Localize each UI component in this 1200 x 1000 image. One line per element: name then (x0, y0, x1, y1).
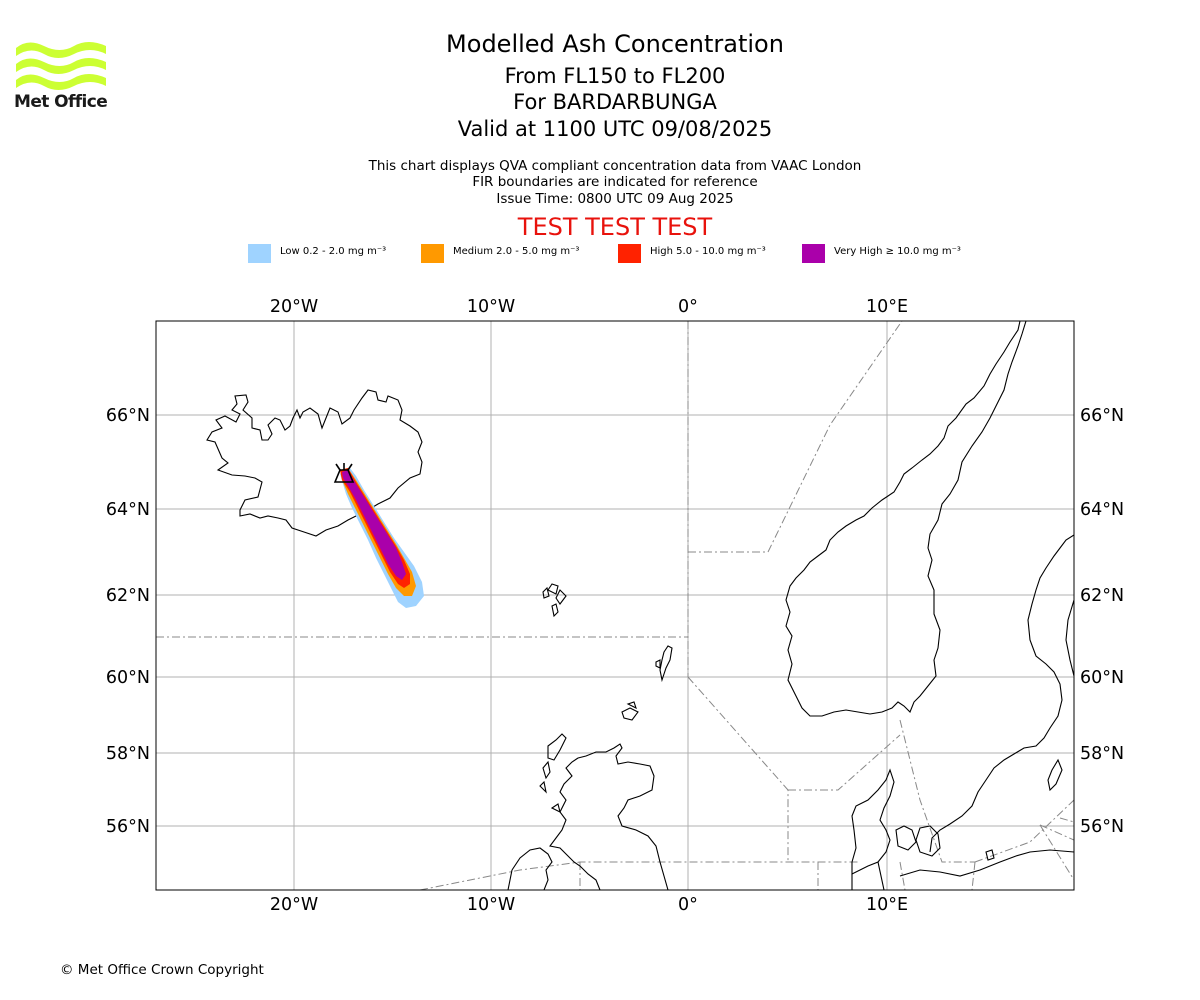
lat-label-left-66n: 66°N (106, 406, 150, 426)
lat-label-right-58n: 58°N (1080, 744, 1124, 764)
lon-label-bottom-10w: 10°W (467, 895, 515, 915)
denmark-coast (851, 768, 895, 875)
legend-swatch-low (248, 244, 271, 263)
lat-label-right-66n: 66°N (1080, 406, 1124, 426)
map-frame (155, 320, 1075, 891)
norway-coast (785, 321, 1027, 717)
logo-text: Met Office (14, 92, 108, 112)
flight-level-range: From FL150 to FL200 (504, 64, 726, 88)
lat-label-left-56n: 56°N (106, 817, 150, 837)
lon-label-bottom-10e: 10°E (866, 895, 908, 915)
coastlines (206, 321, 1074, 890)
lon-label-top-10e: 10°E (866, 297, 908, 317)
lon-label-bottom-20w: 20°W (270, 895, 318, 915)
legend-label-medium: Medium 2.0 - 5.0 mg m⁻³ (453, 246, 580, 257)
sweden-coast (929, 534, 1074, 853)
info-line-2: FIR boundaries are indicated for referen… (472, 174, 758, 190)
lat-label-right-62n: 62°N (1080, 586, 1124, 606)
lon-label-top-10w: 10°W (467, 297, 515, 317)
ash-plume (340, 468, 424, 608)
lat-label-right-64n: 64°N (1080, 500, 1124, 520)
chart-title: Modelled Ash Concentration (446, 30, 784, 58)
legend-swatch-high (618, 244, 641, 263)
lat-label-right-56n: 56°N (1080, 817, 1124, 837)
lat-label-left-62n: 62°N (106, 586, 150, 606)
info-line-1: This chart displays QVA compliant concen… (368, 158, 862, 174)
met-office-logo-icon (16, 42, 106, 90)
copyright: © Met Office Crown Copyright (60, 962, 264, 978)
legend-label-very-high: Very High ≥ 10.0 mg m⁻³ (834, 246, 961, 257)
lat-label-left-60n: 60°N (106, 668, 150, 688)
ash-very-high-area (342, 470, 406, 580)
volcano-name: For BARDARBUNGA (513, 90, 717, 114)
legend-swatch-very-high (802, 244, 825, 263)
lon-label-top-20w: 20°W (270, 297, 318, 317)
lat-label-left-64n: 64°N (106, 500, 150, 520)
lon-label-bottom-0: 0° (678, 895, 698, 915)
legend-swatch-medium (421, 244, 444, 263)
test-banner: TEST TEST TEST (517, 213, 713, 241)
lon-label-top-0: 0° (678, 297, 698, 317)
iceland-coast (206, 389, 423, 537)
valid-time: Valid at 1100 UTC 09/08/2025 (457, 117, 773, 141)
scotland-coast (549, 743, 669, 890)
legend-label-high: High 5.0 - 10.0 mg m⁻³ (650, 246, 766, 257)
graticule (156, 321, 1074, 890)
lat-label-left-58n: 58°N (106, 744, 150, 764)
fir-boundaries (156, 321, 1074, 890)
legend-label-low: Low 0.2 - 2.0 mg m⁻³ (280, 246, 387, 257)
volcano-marker-icon (333, 463, 355, 483)
issue-time: Issue Time: 0800 UTC 09 Aug 2025 (496, 191, 734, 207)
ireland-coast (507, 847, 553, 890)
lat-label-right-60n: 60°N (1080, 668, 1124, 688)
